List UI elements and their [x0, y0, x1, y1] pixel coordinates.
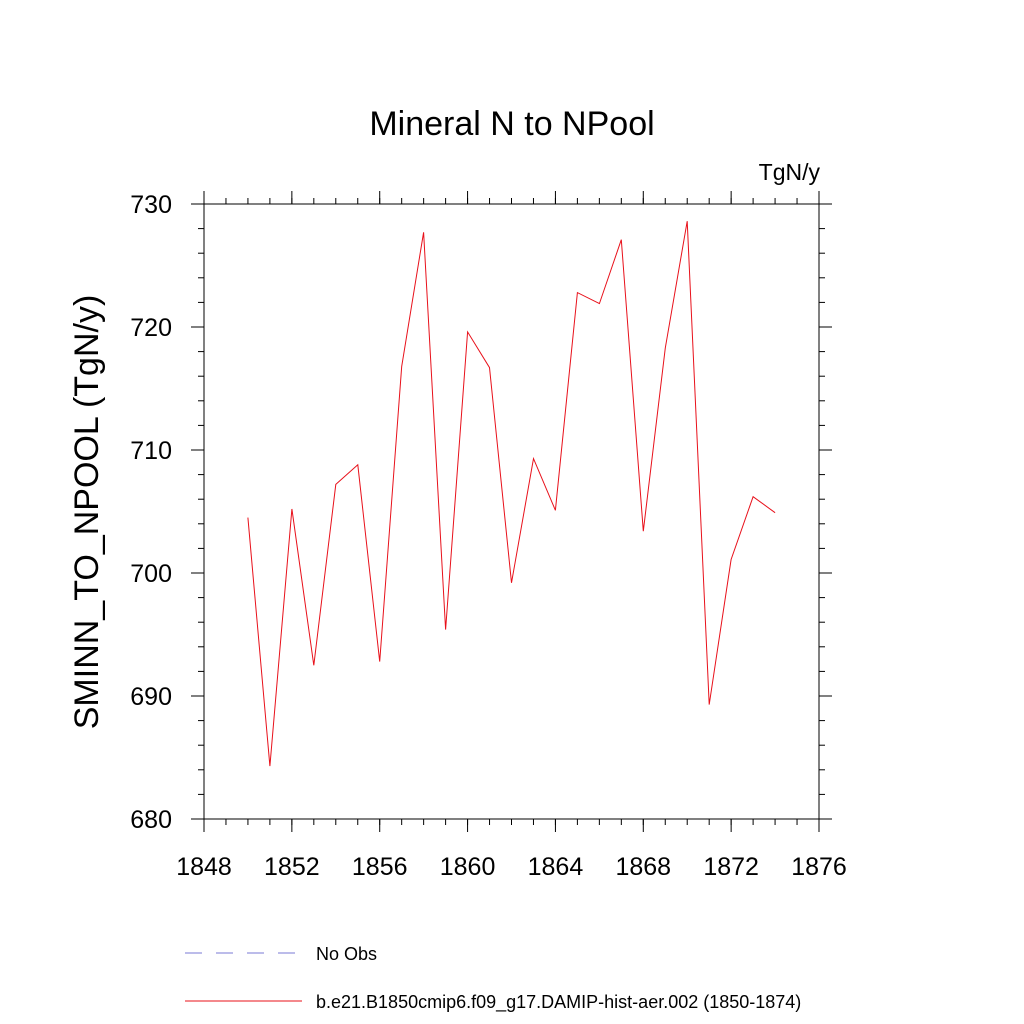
- x-tick-label: 1848: [176, 853, 232, 881]
- series-lines: [247, 221, 776, 767]
- units-label: TgN/y: [759, 159, 821, 185]
- x-tick-label: 1856: [352, 853, 408, 881]
- plot-frame: [203, 203, 820, 820]
- y-axis-label: SMINN_TO_NPOOL (TgN/y): [68, 295, 106, 730]
- tick-labels: 1848 1852 1856 1860 1864 1868 1872 1876 680 690 70…: [130, 191, 847, 881]
- y-tick-label: 680: [130, 806, 172, 834]
- chart-title: Mineral N to NPool: [369, 105, 654, 143]
- y-tick-label: 700: [130, 560, 172, 588]
- x-tick-label: 1852: [264, 853, 320, 881]
- series-line: [247, 221, 776, 767]
- x-tick-label: 1872: [703, 853, 759, 881]
- y-tick-label: 720: [130, 314, 172, 342]
- x-tick-label: 1864: [528, 853, 584, 881]
- legend-label: No Obs: [316, 944, 377, 964]
- major-ticks: [191, 191, 832, 832]
- y-tick-label: 730: [130, 191, 172, 219]
- y-tick-label: 710: [130, 437, 172, 465]
- x-tick-label: 1876: [791, 853, 847, 881]
- legend-label: b.e21.B1850cmip6.f09_g17.DAMIP-hist-aer.…: [316, 992, 801, 1013]
- y-tick-label: 690: [130, 683, 172, 711]
- legend: No Obs b.e21.B1850cmip6.f09_g17.DAMIP-his…: [185, 944, 801, 1013]
- minor-ticks: [198, 198, 825, 825]
- x-tick-label: 1868: [615, 853, 671, 881]
- x-tick-label: 1860: [440, 853, 496, 881]
